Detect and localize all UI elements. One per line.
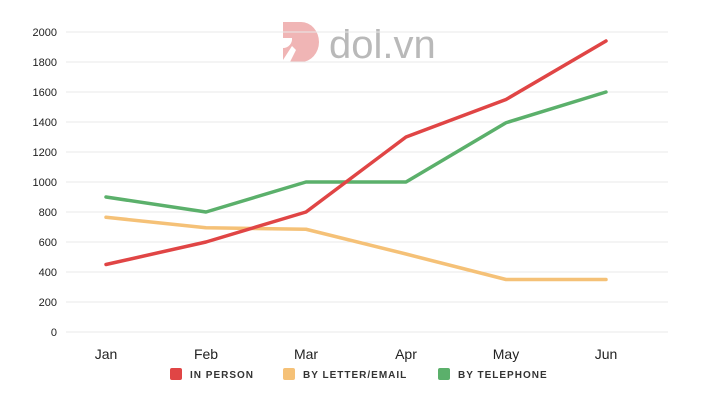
- x-tick-label: Apr: [395, 346, 417, 362]
- x-axis-ticks: Jan Feb Mar Apr May Jun: [95, 346, 618, 362]
- y-tick-label: 1600: [33, 87, 57, 99]
- legend-swatch: [170, 368, 182, 380]
- y-tick-label: 400: [39, 267, 57, 279]
- y-tick-label: 1800: [33, 57, 57, 69]
- legend-label: BY LETTER/EMAIL: [303, 370, 407, 381]
- y-tick-label: 2000: [33, 27, 57, 39]
- legend-item-in-person: IN PERSON: [170, 368, 254, 381]
- watermark-text: dol.vn: [329, 23, 436, 67]
- x-tick-label: Feb: [194, 346, 218, 362]
- y-axis-ticks: 0 200 400 600 800 1000 1200 1400 1600 1800 2000: [33, 27, 57, 339]
- legend-item-by-letter-email: BY LETTER/EMAIL: [283, 368, 407, 381]
- x-tick-label: Mar: [294, 346, 318, 362]
- legend-label: BY TELEPHONE: [458, 370, 548, 381]
- y-tick-label: 1000: [33, 177, 57, 189]
- series-by-letter-email: [104, 215, 608, 282]
- y-tick-label: 1400: [33, 117, 57, 129]
- legend-swatch: [438, 368, 450, 380]
- y-tick-label: 800: [39, 207, 57, 219]
- y-tick-label: 1200: [33, 147, 57, 159]
- series-line-by-letter-email: [104, 215, 608, 282]
- legend-swatch: [283, 368, 295, 380]
- series-lines: [104, 39, 608, 282]
- series-by-telephone: [104, 90, 608, 214]
- series-in-person: [104, 39, 608, 267]
- dol-logo-icon: [283, 22, 319, 62]
- y-tick-label: 600: [39, 237, 57, 249]
- series-line-by-telephone: [104, 90, 608, 214]
- legend: IN PERSON BY LETTER/EMAIL BY TELEPHONE: [170, 368, 548, 381]
- watermark: dol.vn: [283, 22, 436, 67]
- x-tick-label: Jan: [95, 346, 118, 362]
- x-tick-label: May: [493, 346, 519, 362]
- legend-item-by-telephone: BY TELEPHONE: [438, 368, 548, 381]
- legend-label: IN PERSON: [190, 370, 254, 381]
- x-tick-label: Jun: [595, 346, 618, 362]
- y-tick-label: 200: [39, 297, 57, 309]
- series-line-in-person: [104, 39, 608, 267]
- y-tick-label: 0: [51, 327, 57, 339]
